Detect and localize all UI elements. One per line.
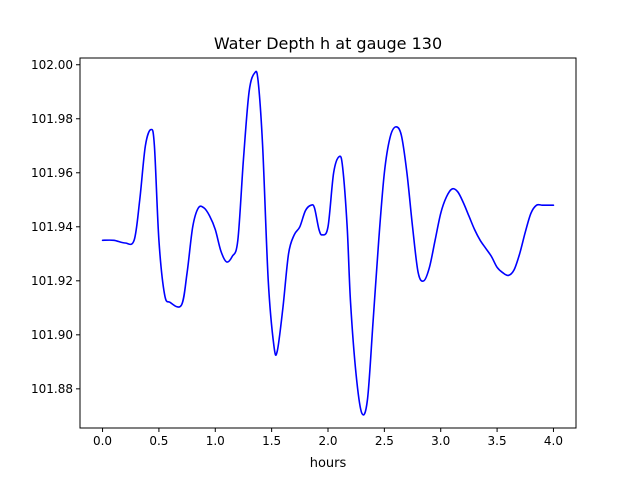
series-layer <box>101 70 555 416</box>
y-tick-label: 101.98 <box>31 112 73 126</box>
x-tick-label: 0.5 <box>149 434 168 448</box>
x-tick-label: 2.5 <box>375 434 394 448</box>
x-axis: 0.0 0.5 1.0 1.5 2.0 2.5 3.0 3.5 4.0 <box>93 428 563 448</box>
y-axis: 101.88 101.90 101.92 101.94 101.96 101.98 102.… <box>31 58 80 396</box>
chart-title: Water Depth h at gauge 130 <box>214 34 442 53</box>
y-tick-label: 101.88 <box>31 382 73 396</box>
y-tick-label: 101.92 <box>31 274 73 288</box>
x-tick-label: 4.0 <box>544 434 563 448</box>
y-tick-label: 102.00 <box>31 58 73 72</box>
x-tick-label: 3.0 <box>431 434 450 448</box>
x-axis-label: hours <box>310 456 347 471</box>
x-tick-label: 2.0 <box>318 434 337 448</box>
x-tick-label: 1.5 <box>262 434 281 448</box>
y-tick-label: 101.96 <box>31 166 73 180</box>
x-tick-label: 3.5 <box>488 434 507 448</box>
x-tick-label: 0.0 <box>93 434 112 448</box>
plot-area <box>80 58 576 428</box>
y-tick-label: 101.90 <box>31 328 73 342</box>
y-tick-label: 101.94 <box>31 220 73 234</box>
series-line-h <box>101 70 555 416</box>
x-tick-label: 1.0 <box>206 434 225 448</box>
